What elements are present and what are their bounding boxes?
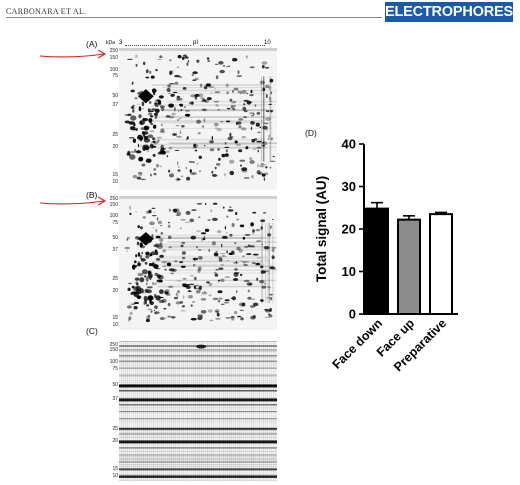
mw-marker-label: 15 — [112, 466, 118, 473]
y-tick-label: 20 — [342, 222, 356, 237]
running-head: CARBONARA ET AL. — [6, 7, 87, 16]
mw-marker-label: 20 — [112, 438, 118, 445]
mw-marker-label: 37 — [112, 102, 118, 109]
mw-marker-label: 250 — [109, 47, 118, 54]
mw-marker-label: 50 — [112, 234, 118, 241]
gel-image-c — [119, 341, 277, 481]
mw-marker-label: 100 — [109, 213, 118, 220]
mw-marker-label: 75 — [112, 73, 118, 79]
mw-marker-label: 20 — [112, 144, 118, 151]
y-axis-label: Total signal (AU) — [314, 176, 329, 282]
bar — [365, 207, 389, 315]
mw-marker-label: 250 — [109, 195, 118, 202]
bar — [429, 213, 453, 315]
gel-image-b — [119, 196, 277, 330]
y-tick-label: 10 — [342, 264, 356, 279]
mw-marker-label: 150 — [109, 54, 118, 61]
x-tick-label: Face down — [330, 316, 386, 372]
mw-marker-label: 150 — [109, 347, 118, 354]
mw-markers-a: 250 150 100 75 50 37 25 20 15 10 — [104, 48, 120, 188]
journal-badge: ELECTROPHORESIS — [385, 2, 520, 22]
mw-marker-label: 15 — [112, 172, 118, 179]
mw-marker-label: 37 — [112, 396, 118, 403]
mw-marker-label: 25 — [112, 131, 118, 138]
mw-marker-label: 75 — [112, 219, 118, 226]
mw-marker-label: 37 — [112, 246, 118, 253]
mw-marker-label: 100 — [109, 67, 118, 74]
y-tick-label: 0 — [349, 307, 356, 322]
mw-marker-label: 10 — [112, 473, 118, 480]
mw-marker-label: 50 — [112, 382, 118, 389]
header-rule — [6, 17, 382, 18]
mw-marker-label: 25 — [112, 425, 118, 432]
mw-markers-c: 250 150 100 75 50 37 25 20 15 10 — [104, 342, 120, 482]
mw-marker-label: 15 — [112, 314, 118, 321]
ph-start-label: 3 — [119, 40, 123, 46]
panel-label-d: (D) — [305, 128, 317, 138]
mw-marker-label: 25 — [112, 276, 118, 283]
mw-marker-label: 250 — [109, 341, 118, 348]
kda-label: kDa — [106, 40, 115, 46]
panel-label-c: (C) — [86, 326, 98, 336]
ph-end-label: 10 — [264, 40, 271, 46]
gel-image-a — [119, 48, 277, 190]
annotation-arrow-a — [39, 49, 107, 59]
mw-marker-label: 10 — [112, 321, 118, 328]
annotation-arrow-b — [39, 196, 107, 206]
mw-marker-label: 10 — [112, 179, 118, 186]
y-tick-label: 30 — [342, 179, 356, 194]
mw-marker-label: 75 — [112, 365, 118, 372]
bar — [397, 218, 421, 315]
mw-marker-label: 150 — [109, 202, 118, 209]
mw-marker-label: 50 — [112, 92, 118, 99]
panel-label-a: (A) — [86, 39, 98, 49]
mw-marker-label: 20 — [112, 288, 118, 295]
panel-label-b: (B) — [86, 190, 98, 200]
mw-markers-b: 250 150 100 75 50 37 25 20 15 10 — [104, 196, 120, 330]
mw-marker-label: 100 — [109, 358, 118, 365]
pi-label: pI — [192, 40, 200, 46]
y-tick-label: 40 — [342, 137, 356, 152]
